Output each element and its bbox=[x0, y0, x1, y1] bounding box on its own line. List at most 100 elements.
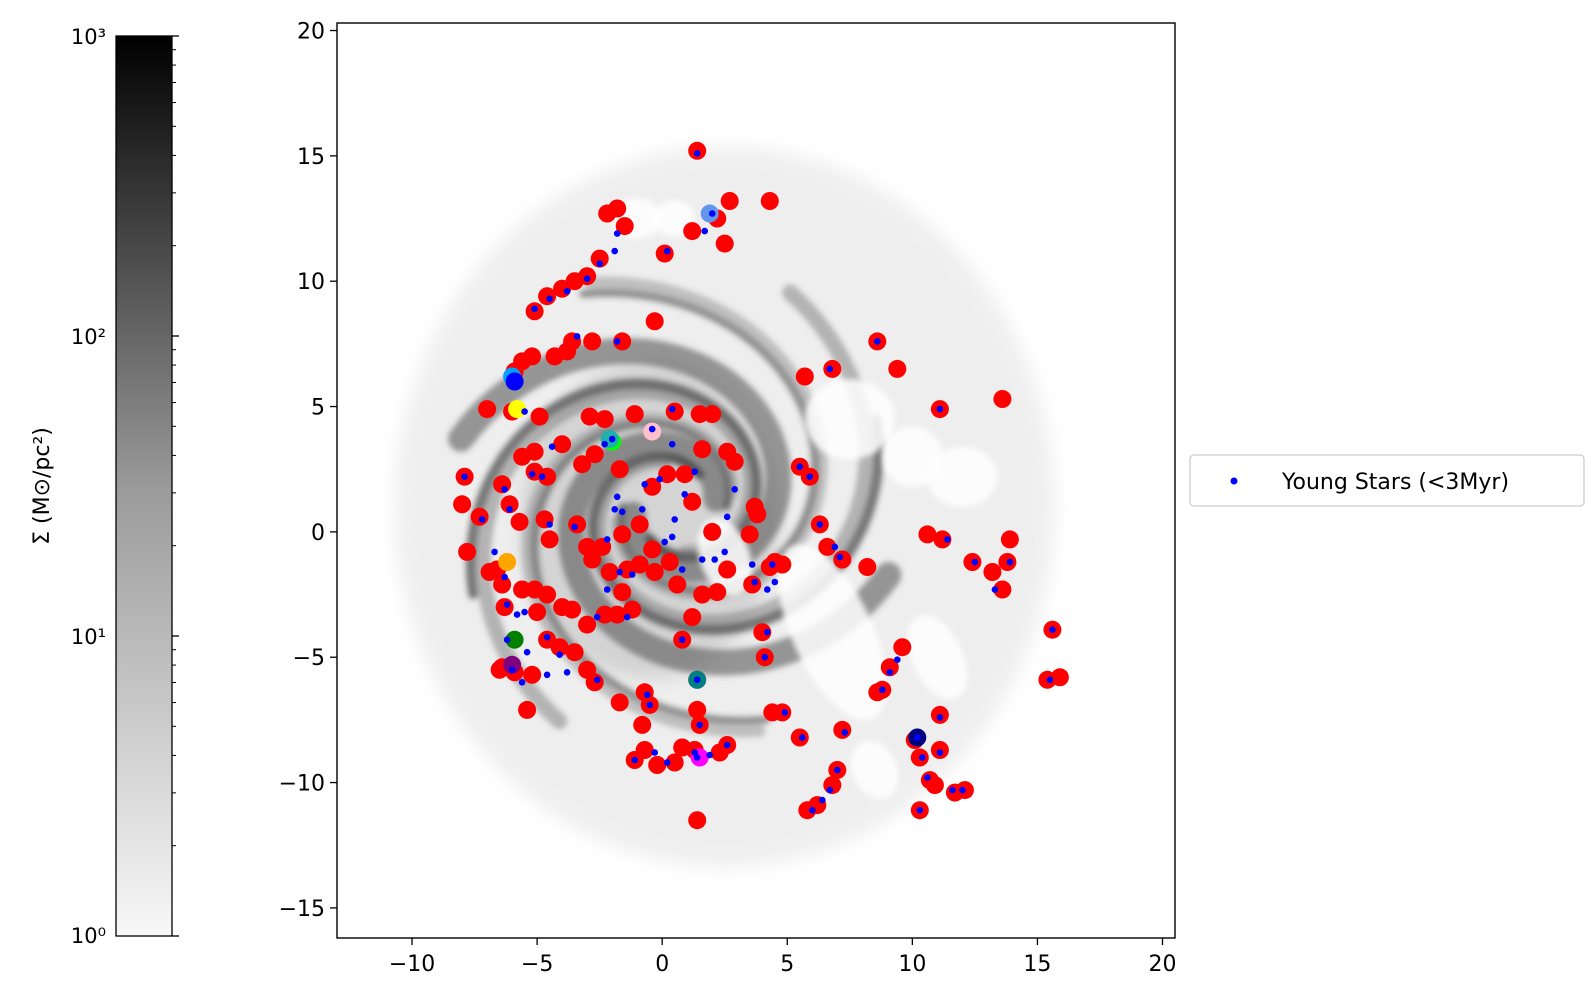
cluster-marker bbox=[665, 402, 684, 421]
cluster-marker bbox=[585, 673, 604, 692]
young-star-marker bbox=[723, 741, 731, 749]
y-tick-label: 5 bbox=[311, 396, 325, 421]
young-star-marker bbox=[693, 150, 701, 157]
plot-area: −10 −5 0 5 10 15 20 20 15 10 5 0 −5 −10 −15 bbox=[279, 20, 1177, 977]
young-star-marker bbox=[628, 571, 636, 578]
young-star-marker bbox=[799, 734, 806, 741]
cluster-marker bbox=[493, 575, 512, 594]
cluster-marker bbox=[918, 525, 937, 544]
x-tick-label: 20 bbox=[1148, 952, 1176, 977]
cluster-marker bbox=[818, 537, 837, 556]
young-star-marker bbox=[601, 440, 608, 448]
x-tick-label: −5 bbox=[521, 952, 553, 977]
cluster-marker bbox=[643, 477, 662, 496]
cluster-marker bbox=[660, 553, 679, 571]
cluster-marker bbox=[573, 455, 592, 474]
young-star-marker bbox=[936, 714, 944, 721]
cluster-marker bbox=[563, 600, 582, 619]
gas-arm bbox=[557, 431, 902, 676]
gas-bubble bbox=[804, 379, 895, 460]
cluster-marker bbox=[888, 359, 907, 378]
cluster-marker bbox=[528, 603, 547, 622]
cluster-marker bbox=[585, 445, 604, 464]
young-star-marker bbox=[831, 543, 839, 551]
young-star-marker bbox=[841, 729, 849, 736]
gas-bubble bbox=[851, 741, 899, 799]
cluster-marker bbox=[633, 715, 652, 734]
young-star-marker bbox=[723, 513, 731, 521]
young-star-marker bbox=[528, 470, 536, 478]
young-star-marker bbox=[661, 538, 668, 546]
cluster-marker bbox=[893, 638, 912, 657]
cluster-marker bbox=[753, 623, 772, 642]
young-star-marker bbox=[751, 578, 758, 586]
colorbar-label: Σ (M⊙/pc²) bbox=[30, 427, 55, 545]
cluster-marker bbox=[513, 580, 532, 599]
cluster-marker bbox=[880, 658, 899, 677]
young-star-marker bbox=[491, 548, 498, 556]
y-tick-label: 15 bbox=[297, 145, 325, 170]
cluster-marker bbox=[645, 563, 664, 581]
colorbar-tick-label-10: 10¹ bbox=[71, 625, 106, 649]
young-star-marker bbox=[478, 516, 486, 523]
colorbar-tick-label-1: 10⁰ bbox=[71, 924, 106, 948]
young-star-marker bbox=[663, 247, 671, 255]
young-star-marker bbox=[894, 656, 901, 663]
young-star-marker bbox=[631, 756, 638, 764]
cluster-marker bbox=[748, 505, 767, 524]
cluster-marker bbox=[630, 555, 649, 574]
young-star-marker bbox=[693, 754, 701, 761]
cluster-marker bbox=[703, 405, 722, 424]
cluster-marker bbox=[643, 540, 662, 559]
young-star-marker bbox=[826, 786, 834, 794]
young-star-marker bbox=[611, 247, 618, 255]
cluster-marker bbox=[665, 753, 684, 772]
young-star-marker bbox=[531, 305, 538, 313]
gas-bubble bbox=[778, 544, 887, 720]
cluster-marker bbox=[993, 390, 1012, 408]
young-star-marker bbox=[603, 586, 611, 593]
y-tick-label: 10 bbox=[297, 270, 325, 295]
young-star-marker bbox=[834, 766, 841, 774]
young-star-marker bbox=[513, 373, 521, 380]
cluster-marker bbox=[773, 555, 792, 574]
cluster-marker bbox=[545, 347, 564, 366]
young-star-marker bbox=[764, 586, 771, 593]
cluster-marker bbox=[565, 643, 584, 662]
cluster-marker bbox=[625, 405, 644, 424]
cluster-marker bbox=[608, 605, 627, 624]
cluster-marker bbox=[580, 407, 599, 426]
young-star-marker bbox=[761, 653, 769, 661]
young-star-marker bbox=[879, 686, 886, 694]
young-star-marker bbox=[671, 516, 678, 523]
cluster-marker bbox=[500, 495, 519, 514]
young-star-marker bbox=[513, 611, 521, 618]
young-star-marker bbox=[668, 405, 676, 413]
young-star-marker bbox=[721, 548, 728, 556]
young-star-marker bbox=[603, 536, 611, 543]
cluster-marker bbox=[458, 542, 477, 561]
young-star-marker bbox=[503, 636, 511, 643]
young-star-marker bbox=[731, 486, 738, 493]
cluster-marker bbox=[615, 217, 634, 236]
young-star-marker bbox=[501, 573, 508, 581]
young-star-marker bbox=[959, 786, 966, 794]
special-cluster-marker bbox=[505, 630, 524, 649]
young-star-marker bbox=[668, 533, 676, 541]
young-star-marker bbox=[613, 493, 621, 501]
young-star-marker bbox=[936, 749, 944, 756]
cluster-marker bbox=[795, 367, 814, 386]
young-star-marker bbox=[618, 508, 626, 516]
young-star-marker bbox=[748, 561, 756, 568]
cluster-marker bbox=[740, 525, 759, 544]
cluster-marker bbox=[925, 776, 944, 795]
young-star-marker bbox=[583, 275, 591, 283]
plot-frame bbox=[336, 22, 1176, 939]
young-star-marker bbox=[546, 521, 553, 528]
young-star-marker bbox=[521, 408, 528, 415]
young-star-marker bbox=[461, 473, 468, 481]
young-star-marker bbox=[538, 473, 546, 481]
cluster-marker bbox=[833, 550, 852, 569]
cluster-marker bbox=[610, 693, 629, 712]
